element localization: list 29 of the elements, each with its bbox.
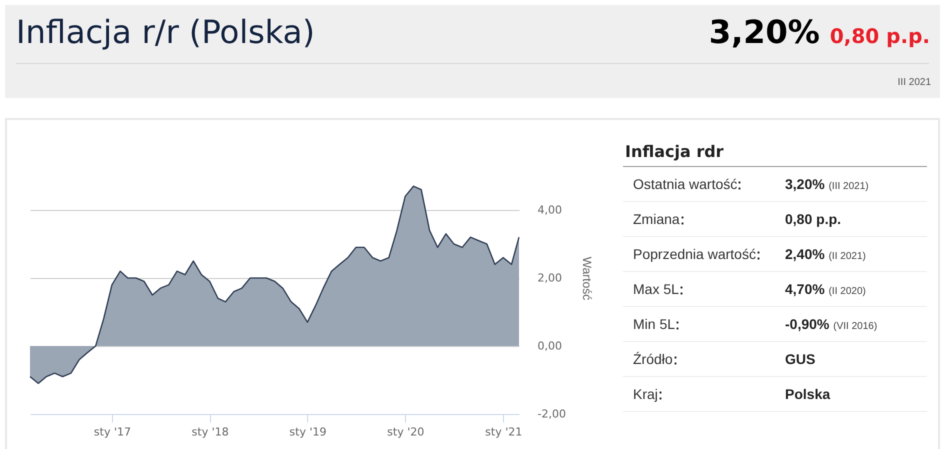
category-label: Poprzednia wartość [633,246,756,262]
text: Inflacja rdr [623,140,927,167]
category-label: Max 5L [633,281,679,297]
text: Polska [785,386,830,402]
text: 4,70% (II 2020) [785,281,866,297]
x-tick-label: sty '21 [485,426,522,438]
text: 2,40% (II 2021) [785,246,866,262]
text: GUS [785,351,816,367]
category-label: Źródło [633,351,673,367]
text: III 2021 [898,77,931,88]
chart-title: Inflacja r/r (Polska) [16,13,315,51]
y-tick-label: 0,00 [538,340,562,352]
text: 0,80 p.p. [785,211,842,227]
category-label: Kraj [633,386,658,402]
text: 3,20% (III 2021) [785,176,869,192]
y-tick-label: -2,00 [538,408,566,420]
x-tick-label: sty '18 [192,426,229,438]
x-tick-label: sty '19 [289,426,326,438]
y-tick-label: 2,00 [538,272,562,284]
text: -0,90% (VII 2016) [785,316,878,332]
category-label: Min 5L [633,316,676,332]
y-axis-title: Wartość [580,256,594,300]
category-label: Ostatnia wartość [633,176,738,192]
text: 0,80 p.p. [830,24,930,48]
x-tick-label: sty '20 [387,426,424,438]
category-label: Zmiana [633,211,680,227]
text: 3,20% [708,13,820,51]
x-tick-label: sty '17 [94,426,131,438]
y-tick-label: 4,00 [538,204,562,216]
